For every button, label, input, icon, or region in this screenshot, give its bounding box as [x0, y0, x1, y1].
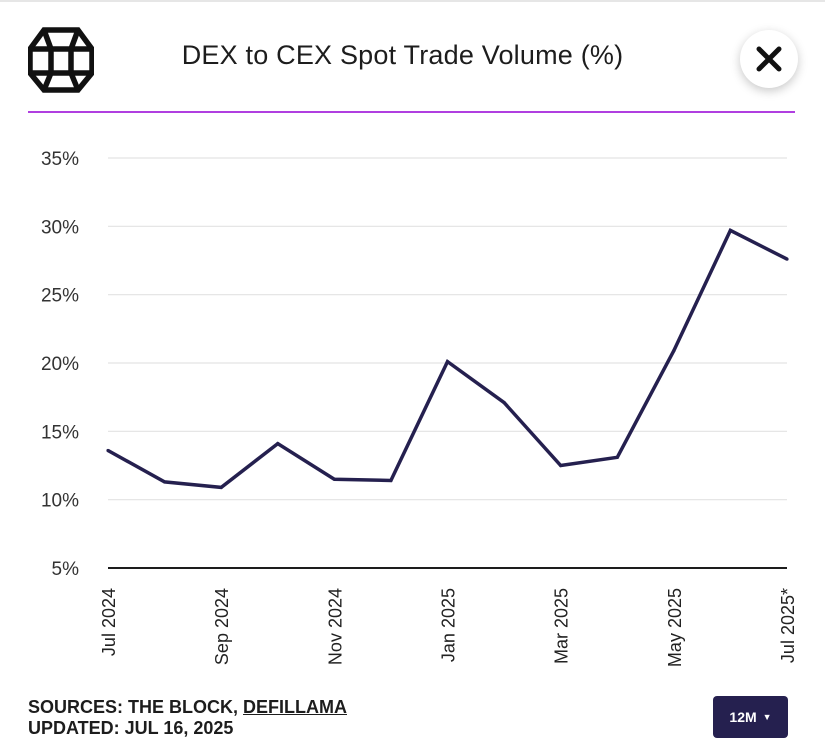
time-range-dropdown[interactable]: 12M ▼ — [713, 696, 788, 738]
x-tick-label: May 2025 — [665, 588, 685, 667]
y-tick-label: 15% — [41, 422, 79, 443]
chart-title: DEX to CEX Spot Trade Volume (%) — [181, 40, 624, 70]
close-icon — [756, 46, 782, 72]
data-point — [219, 485, 223, 489]
x-tick-label: Mar 2025 — [552, 588, 572, 664]
x-tick-labels: Jul 2024 Sep 2024 Nov 2024 Jan 2025 Mar 2025… — [99, 588, 798, 667]
the-block-logo-icon — [28, 27, 94, 93]
time-range-label: 12M — [729, 709, 757, 725]
close-button[interactable] — [740, 30, 798, 88]
y-tick-label: 10% — [41, 491, 79, 512]
data-point — [106, 448, 110, 453]
grid-layer — [108, 157, 787, 569]
data-point — [615, 455, 619, 459]
x-tick-label: Nov 2024 — [325, 588, 345, 665]
sources-footer: SOURCES: THE BLOCK, DEFILLAMA UPDATED: J… — [28, 697, 347, 739]
x-tick-label: Jul 2025* — [778, 588, 798, 663]
y-tick-label: 20% — [41, 354, 79, 375]
data-point — [162, 480, 167, 484]
accent-divider — [28, 111, 795, 113]
data-point — [389, 478, 393, 483]
series-line — [107, 228, 788, 490]
updated-label: UPDATED: JUL 16, 2025 — [28, 718, 234, 738]
data-point — [332, 477, 336, 481]
data-point — [502, 401, 506, 405]
top-border — [0, 0, 825, 2]
series-layer — [106, 228, 789, 490]
y-tick-labels: 5% 10% 15% 20% 25% 30% 35% — [41, 149, 79, 580]
x-tick-label: Jul 2024 — [99, 588, 119, 656]
data-point — [445, 360, 450, 364]
y-tick-label: 35% — [41, 149, 79, 170]
sources-label: SOURCES: THE BLOCK, — [28, 697, 244, 717]
line-chart: 5% 10% 15% 20% 25% 30% 35% Jul 2024 Sep 2024 Nov… — [41, 149, 798, 667]
data-point — [276, 442, 280, 446]
data-point — [785, 257, 789, 261]
defillama-link[interactable]: DEFILLAMA — [243, 697, 347, 717]
data-point — [728, 228, 733, 233]
y-tick-label: 25% — [41, 286, 79, 307]
x-tick-label: Jan 2025 — [439, 588, 459, 662]
x-tick-label: Sep 2024 — [212, 588, 232, 665]
data-point — [672, 349, 676, 353]
y-tick-label: 30% — [41, 217, 79, 238]
data-point — [559, 463, 563, 468]
y-tick-label: 5% — [52, 559, 80, 580]
caret-down-icon: ▼ — [762, 712, 772, 722]
